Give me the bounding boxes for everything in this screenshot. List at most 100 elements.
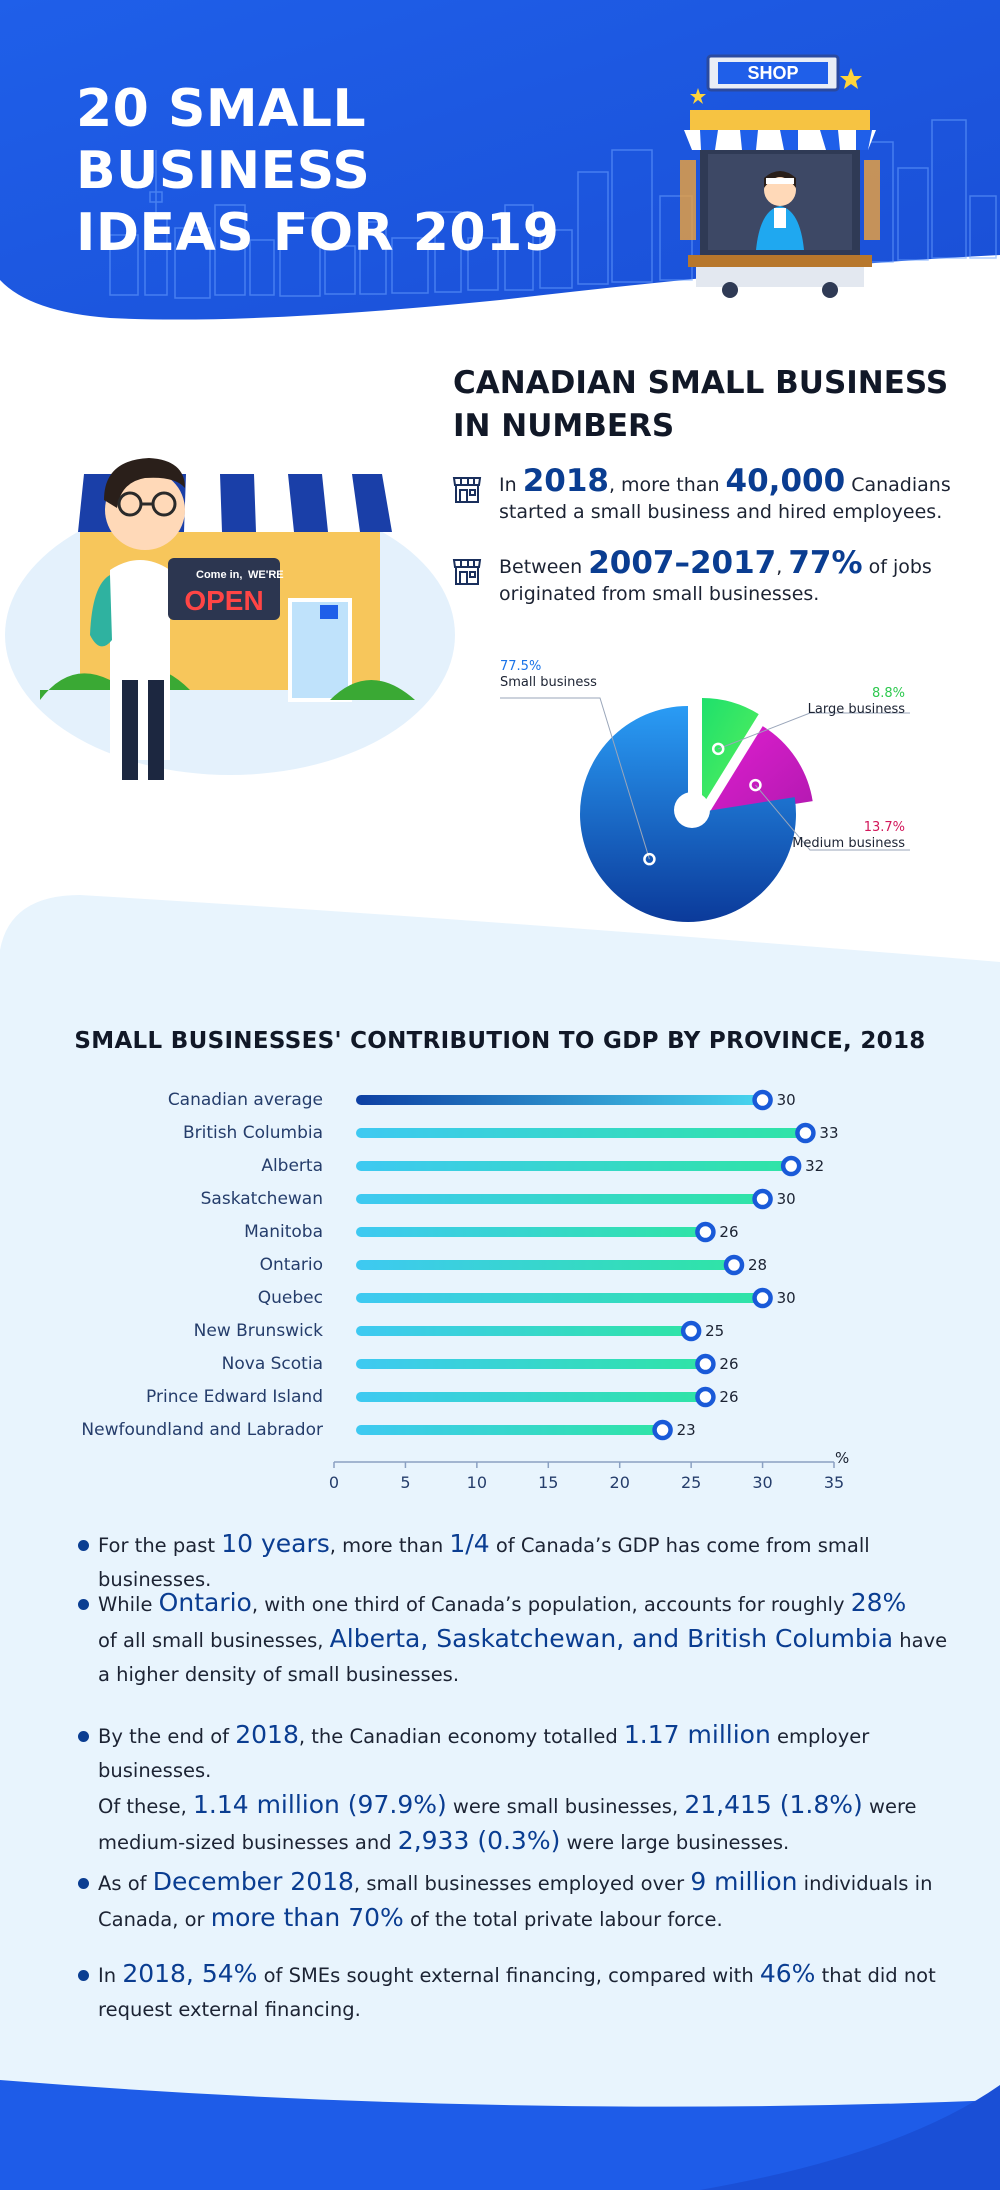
stat-row-2007-2017: Between 2007–2017, 77% of jobs originate… <box>452 548 972 610</box>
gdp-value-label: 30 <box>776 1190 796 1208</box>
fact2-pct: 28% <box>850 1588 907 1617</box>
page-title-line1: 20 SMALL BUSINESS <box>76 79 371 201</box>
fact3-year: 2018 <box>235 1720 299 1749</box>
stat2-period: 2007–2017 <box>588 545 777 581</box>
stat2-text-post: of jobs <box>862 556 932 578</box>
gdp-value-label: 25 <box>705 1322 725 1340</box>
bullet-dot <box>78 1599 89 1610</box>
shop-sign-text: SHOP <box>747 63 798 83</box>
business-size-pie-chart <box>500 697 910 922</box>
pie-large-pct: 8.8% <box>871 686 905 701</box>
gdp-bar-marker <box>652 1419 673 1441</box>
content-background <box>0 895 1000 2190</box>
gdp-bar-marker <box>695 1353 716 1375</box>
gdp-bar <box>356 1095 763 1105</box>
open-sign-open: OPEN <box>184 585 263 616</box>
fact4-count: 9 million <box>690 1867 798 1896</box>
open-sign-were: WE'RE <box>248 569 284 581</box>
stat1-year: 2018 <box>522 463 609 499</box>
pie-label-medium: 13.7% Medium business <box>780 820 905 852</box>
pie-leader-line <box>718 712 910 750</box>
gdp-bar <box>356 1326 692 1336</box>
pie-center-hole <box>674 792 710 828</box>
header-banner: 20 SMALL BUSINESS IDEAS FOR 2019 SHOP <box>0 0 1000 330</box>
page-title: 20 SMALL BUSINESS IDEAS FOR 2019 <box>76 78 676 264</box>
pie-large-name: Large business <box>807 702 905 717</box>
stats-heading-line2: IN NUMBERS <box>453 408 675 444</box>
gdp-category-label: Saskatchewan <box>200 1189 323 1209</box>
fact1-years: 10 years <box>221 1529 330 1558</box>
gdp-category-label: Canadian average <box>167 1090 323 1110</box>
page-title-line2: IDEAS FOR 2019 <box>76 203 560 263</box>
fact1-fraction: 1/4 <box>449 1529 490 1558</box>
gdp-value-label: 33 <box>819 1124 839 1142</box>
pie-leader-dot <box>711 742 725 756</box>
fact3-medium: 21,415 (1.8%) <box>684 1790 863 1819</box>
gdp-category-label: Prince Edward Island <box>146 1387 323 1407</box>
gdp-x-tick-label: 10 <box>466 1473 488 1492</box>
pie-leader-dot <box>643 852 656 866</box>
stat1-text-post: Canadians <box>845 474 951 496</box>
pie-small-name: Small business <box>500 675 597 690</box>
gdp-x-tick-label: 35 <box>823 1473 845 1492</box>
gdp-bar <box>356 1425 663 1435</box>
gdp-chart-plot <box>333 1089 835 1468</box>
shop-kiosk-illustration: SHOP <box>680 54 880 298</box>
gdp-bar-marker <box>695 1221 716 1243</box>
gdp-value-label: 23 <box>676 1421 696 1439</box>
pie-leader-dot <box>749 778 762 792</box>
stat2-text-mid: , <box>776 556 789 578</box>
gdp-bar-marker <box>752 1089 773 1111</box>
stat1-text-pre: In <box>499 474 523 496</box>
fact4-pct: more than 70% <box>210 1903 404 1932</box>
gdp-category-label: Ontario <box>259 1255 323 1275</box>
bullet-dot <box>78 1540 89 1551</box>
gdp-value-label: 26 <box>719 1355 739 1373</box>
pie-slice-medium-business <box>706 726 813 818</box>
gdp-value-label: 26 <box>719 1223 739 1241</box>
gdp-bar-marker <box>780 1155 802 1177</box>
gdp-value-label: 26 <box>719 1388 739 1406</box>
stat1-count: 40,000 <box>725 463 846 499</box>
gdp-value-label: 32 <box>805 1157 825 1175</box>
pie-leader-line <box>755 784 910 851</box>
stat2-text-pre: Between <box>499 556 589 578</box>
gdp-category-label: Newfoundland and Labrador <box>81 1420 323 1440</box>
gdp-bar <box>356 1359 706 1369</box>
stat-row-2018: In 2018, more than 40,000 Canadians star… <box>452 466 972 528</box>
gdp-x-tick-label: 0 <box>328 1473 340 1492</box>
gdp-bar-marker <box>695 1386 716 1408</box>
storefront-icon <box>452 559 482 585</box>
stat1-text-mid: , more than <box>608 474 726 496</box>
gdp-value-label: 30 <box>776 1091 796 1109</box>
gdp-bar-marker <box>680 1320 702 1342</box>
gdp-bar-marker <box>723 1254 745 1276</box>
gdp-bar <box>356 1392 706 1402</box>
stat2-pct: 77% <box>788 545 863 581</box>
gdp-bar <box>356 1128 806 1138</box>
gdp-bar <box>356 1194 763 1204</box>
gdp-category-label: British Columbia <box>182 1123 323 1143</box>
gdp-x-tick-label: 5 <box>400 1473 411 1492</box>
gdp-axis-unit: % <box>835 1449 850 1467</box>
gdp-chart-title: SMALL BUSINESSES' CONTRIBUTION TO GDP BY… <box>74 1028 926 1054</box>
fact5-not: 46% <box>759 1959 816 1988</box>
pie-label-small: 77.5% Small business <box>500 659 597 691</box>
gdp-bar <box>356 1227 706 1237</box>
gdp-x-tick-label: 20 <box>609 1473 630 1492</box>
stat1-text-line2: started a small business and hired emplo… <box>499 501 943 523</box>
fact2-provinces: Alberta, Saskatchewan, and British Colum… <box>329 1624 894 1653</box>
fact4-date: December 2018 <box>152 1867 354 1896</box>
gdp-x-tick-label: 25 <box>680 1473 702 1492</box>
gdp-category-label: Quebec <box>257 1288 323 1308</box>
gdp-category-label: Nova Scotia <box>221 1354 323 1374</box>
stat2-text-line2: originated from small businesses. <box>499 583 820 605</box>
gdp-bar-marker <box>795 1122 816 1144</box>
fact3-total: 1.17 million <box>623 1720 771 1749</box>
open-shop-illustration: Come in, WE'RE OPEN <box>5 458 455 780</box>
gdp-category-label: Alberta <box>261 1156 323 1176</box>
fact3-large: 2,933 (0.3%) <box>397 1826 561 1855</box>
pie-slice-large-business <box>702 698 759 806</box>
fact5-sought: 2018, 54% <box>122 1959 258 1988</box>
pie-medium-pct: 13.7% <box>863 820 905 835</box>
